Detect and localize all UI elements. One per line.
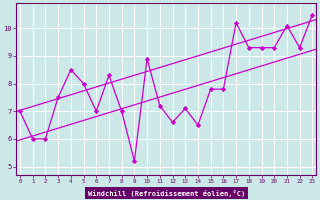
X-axis label: Windchill (Refroidissement éolien,°C): Windchill (Refroidissement éolien,°C) xyxy=(88,190,245,197)
